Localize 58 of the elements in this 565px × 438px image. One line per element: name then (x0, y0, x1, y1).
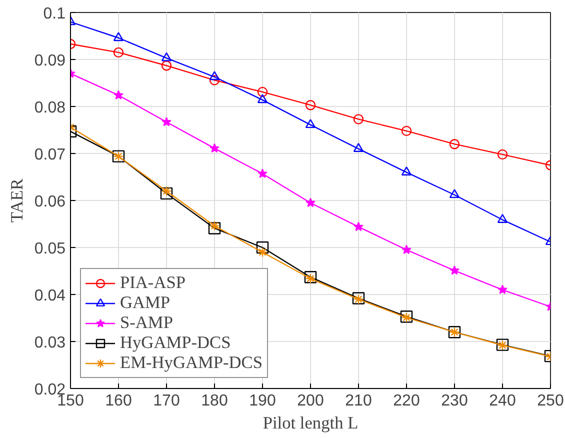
point (256, 241, 269, 254)
x-tick-label: 210 (345, 392, 372, 410)
point (113, 32, 124, 42)
x-tick-label: 170 (153, 392, 180, 410)
point (306, 198, 316, 208)
point (401, 126, 412, 136)
point (449, 139, 460, 150)
point (209, 71, 220, 80)
point (497, 214, 508, 223)
point (450, 265, 460, 275)
legend-label: S-AMP (120, 313, 173, 333)
x-tick-label: 220 (393, 392, 420, 410)
y-tick-label: 0.09 (34, 52, 66, 70)
point (258, 168, 268, 178)
point (162, 116, 172, 126)
point (161, 60, 172, 71)
x-tick-label: 200 (297, 392, 324, 410)
x-axis-title: Pilot length L (262, 414, 358, 432)
point (257, 86, 268, 98)
y-tick-label: 0.03 (34, 334, 66, 352)
point (498, 284, 508, 294)
point (401, 166, 412, 176)
point (257, 94, 268, 104)
point (305, 119, 316, 128)
y-tick-label: 0.05 (34, 240, 66, 258)
y-tick-label: 0.07 (34, 146, 66, 164)
point (449, 189, 460, 198)
point (209, 220, 220, 231)
y-tick-label: 0.04 (34, 288, 66, 304)
point (209, 75, 220, 86)
y-tick-label: 0.1 (43, 6, 66, 22)
point (354, 222, 364, 232)
legend-label: HyGAMP-DCS (120, 333, 231, 353)
point (210, 143, 220, 153)
legend-label: EM-HyGAMP-DCS (120, 353, 262, 373)
legend-label: GAMP (120, 293, 170, 313)
y-axis-title: TAER (7, 178, 26, 222)
point (353, 143, 364, 152)
point (113, 47, 124, 58)
point (353, 114, 364, 124)
x-tick-label: 240 (489, 392, 516, 410)
point (161, 186, 172, 196)
legend-label: PIA-ASP (120, 273, 186, 293)
y-tick-label: 0.08 (34, 100, 66, 116)
point (402, 244, 412, 254)
x-tick-label: 180 (201, 392, 228, 410)
point (161, 52, 172, 62)
x-tick-label: 230 (441, 392, 468, 410)
y-tick-label: 0.06 (34, 194, 66, 210)
x-tick-label: 250 (537, 392, 564, 410)
point (114, 90, 124, 100)
point (305, 100, 316, 110)
x-tick-label: 160 (105, 392, 132, 410)
point (160, 187, 173, 200)
point (208, 222, 221, 234)
x-tick-label: 190 (249, 392, 276, 410)
point (497, 149, 508, 160)
point (257, 247, 268, 258)
